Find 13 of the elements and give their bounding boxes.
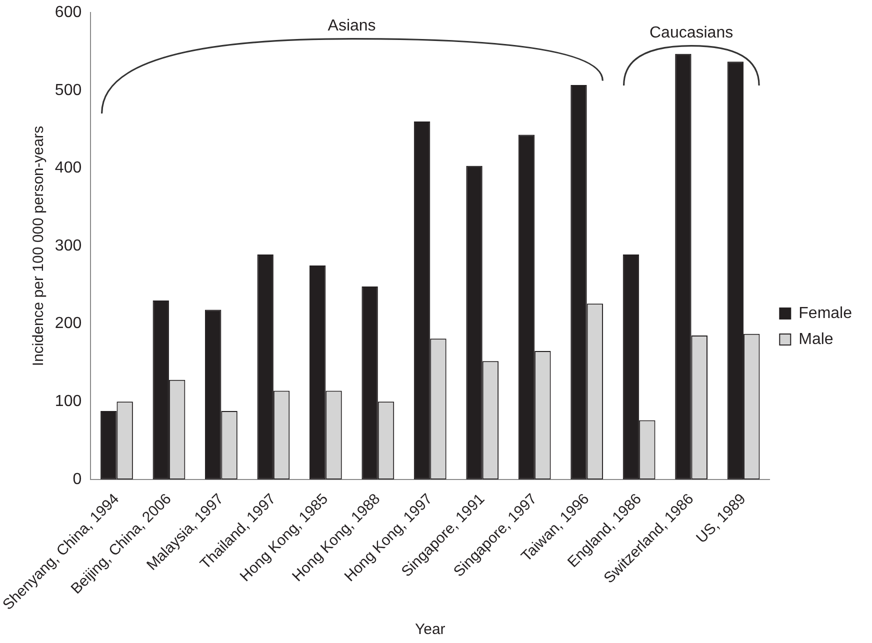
y-tick-label: 0	[72, 470, 82, 488]
annotation: Asians	[328, 18, 376, 35]
legend-label: Female	[798, 304, 852, 322]
x-axis-title: Year	[414, 621, 446, 638]
y-axis-title: Incidence per 100 000 person-years	[30, 126, 48, 366]
y-tick-label: 300	[54, 237, 82, 254]
annotation: Caucasians	[649, 24, 734, 42]
y-tick-label: 500	[54, 82, 82, 99]
y-tick-label: 100	[54, 393, 82, 410]
y-tick-label: 600	[54, 4, 82, 22]
legend-label: Male	[798, 330, 834, 348]
y-tick-label: 200	[54, 315, 82, 332]
y-tick-label: 400	[54, 160, 82, 177]
